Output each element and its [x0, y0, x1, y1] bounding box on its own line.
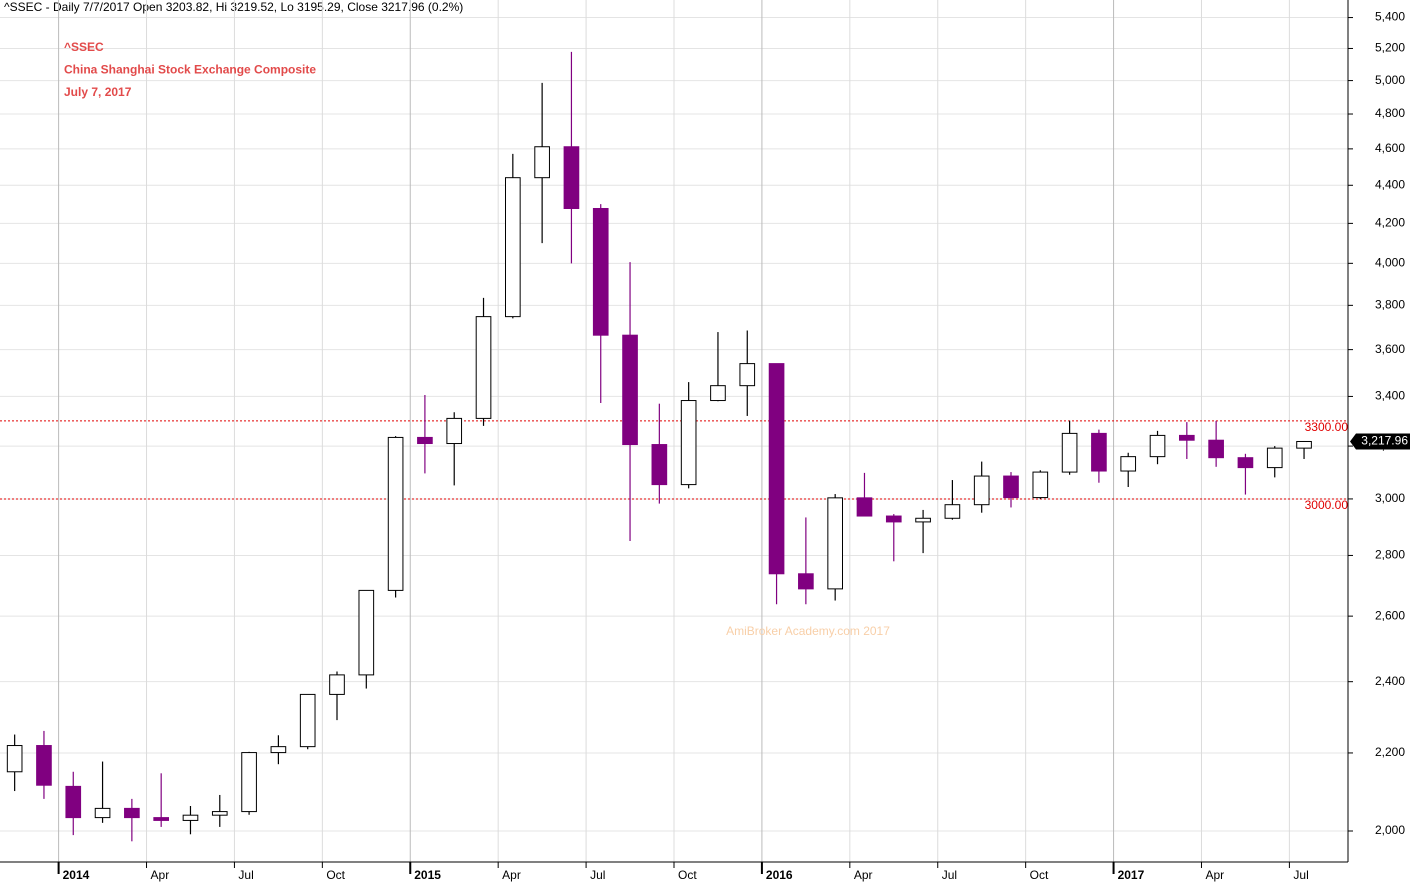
- candle-body: [505, 177, 521, 318]
- candle-body: [856, 497, 873, 517]
- candle-body: [446, 417, 463, 445]
- candle-body: [1091, 432, 1107, 472]
- candle-body: [124, 807, 140, 819]
- x-tick-label: Apr: [502, 868, 521, 882]
- y-tick-label: 2,000: [1375, 823, 1405, 837]
- candle-body: [358, 589, 375, 676]
- candle-body: [768, 363, 785, 575]
- y-tick-label: 4,600: [1375, 141, 1405, 155]
- candle-body: [1061, 432, 1078, 473]
- candle-body: [1208, 439, 1224, 459]
- candle-body: [1237, 457, 1254, 469]
- chart-title: ^SSEC: [64, 40, 104, 54]
- candle-body: [153, 817, 169, 821]
- x-tick-label: Oct: [326, 868, 345, 882]
- reference-label: 3300.00: [1305, 420, 1349, 434]
- y-tick-label: 2,200: [1375, 745, 1405, 759]
- candle-body: [475, 316, 492, 419]
- candle-body: [241, 752, 257, 813]
- candle-body: [710, 385, 726, 402]
- candle-body: [6, 745, 23, 773]
- y-tick-label: 5,000: [1375, 73, 1405, 87]
- candle-body: [182, 814, 199, 821]
- y-tick-label: 3,600: [1375, 342, 1405, 356]
- x-tick-label: 2015: [414, 868, 441, 882]
- candle-body: [1120, 456, 1137, 472]
- x-tick-label: Apr: [151, 868, 170, 882]
- candle-body: [798, 573, 814, 590]
- candle-body: [1003, 475, 1019, 499]
- candle-body: [299, 693, 316, 748]
- y-tick-label: 4,200: [1375, 216, 1405, 230]
- candle-body: [270, 746, 287, 754]
- x-tick-label: Apr: [854, 868, 873, 882]
- chart-title: China Shanghai Stock Exchange Composite: [64, 63, 316, 77]
- x-tick-label: Apr: [1205, 868, 1224, 882]
- x-tick-label: Jul: [942, 868, 957, 882]
- candle-body: [622, 334, 638, 446]
- y-tick-label: 4,800: [1375, 106, 1405, 120]
- y-tick-label: 4,400: [1375, 177, 1405, 191]
- x-tick-label: Oct: [678, 868, 697, 882]
- x-tick-label: Oct: [1030, 868, 1049, 882]
- y-tick-label: 5,400: [1375, 10, 1405, 24]
- y-tick-label: 2,400: [1375, 674, 1405, 688]
- candle-body: [1149, 434, 1166, 458]
- candle-body: [885, 515, 902, 523]
- y-tick-label: 2,600: [1375, 608, 1405, 622]
- x-tick-label: Jul: [238, 868, 253, 882]
- candle-body: [680, 400, 697, 486]
- candle-body: [973, 475, 990, 506]
- candle-body: [211, 811, 228, 816]
- candle-body: [1266, 447, 1283, 469]
- candle-body: [94, 807, 111, 819]
- candle-body: [1296, 440, 1312, 449]
- last-price-box: [1350, 433, 1410, 450]
- candle-body: [592, 207, 609, 336]
- candle-body: [36, 745, 52, 786]
- candle-body: [1032, 471, 1049, 499]
- x-tick-label: Jul: [590, 868, 605, 882]
- candle-body: [417, 436, 433, 445]
- candle-body: [329, 674, 345, 695]
- candle-body: [915, 517, 931, 523]
- y-tick-label: 5,200: [1375, 41, 1405, 55]
- candle-body: [534, 146, 550, 179]
- y-tick-label: 3,000: [1375, 491, 1405, 505]
- candle-body: [1179, 434, 1195, 441]
- header: ^SSEC - Daily 7/7/2017 Open 3203.82, Hi …: [4, 0, 463, 14]
- candle-body: [827, 497, 844, 590]
- x-tick-label: 2016: [766, 868, 793, 882]
- candle-body: [387, 436, 404, 591]
- y-tick-label: 3,400: [1375, 389, 1405, 403]
- candle-body: [739, 363, 756, 387]
- y-tick-label: 4,000: [1375, 256, 1405, 270]
- candle-body: [563, 146, 580, 209]
- watermark: AmiBroker Academy.com 2017: [726, 624, 890, 638]
- candle-body: [651, 444, 668, 486]
- x-tick-label: 2017: [1118, 868, 1145, 882]
- chart-title: July 7, 2017: [64, 85, 132, 99]
- x-tick-label: 2014: [63, 868, 90, 882]
- last-price-label: 3,217.96: [1361, 434, 1408, 448]
- candle-body: [65, 785, 82, 819]
- candle-body: [944, 504, 961, 519]
- reference-label: 3000.00: [1305, 498, 1349, 512]
- y-tick-label: 3,800: [1375, 298, 1405, 312]
- y-tick-label: 2,800: [1375, 548, 1405, 562]
- x-tick-label: Jul: [1293, 868, 1308, 882]
